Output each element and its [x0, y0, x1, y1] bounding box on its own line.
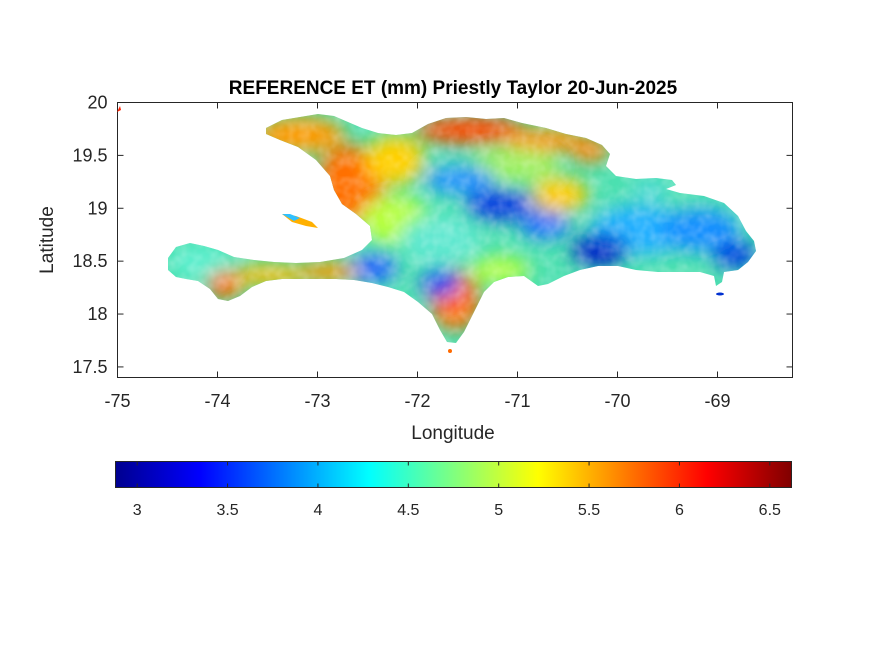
y-tick-label: 18.5	[72, 251, 107, 271]
x-tick-label: -69	[704, 391, 730, 411]
y-tick-label: 17.5	[72, 357, 107, 377]
island-beata	[448, 349, 452, 353]
colorbar-ticks: 3 3.5 4 4.5 5 5.5 6 6.5	[133, 461, 781, 519]
y-tick-label: 20	[87, 93, 107, 113]
y-axis-label: Latitude	[37, 206, 58, 274]
colorbar-tick-label: 3	[133, 502, 142, 519]
y-axis-ticks: 17.5 18 18.5 19 19.5 20	[72, 93, 793, 377]
colorbar-gradient	[115, 461, 792, 488]
colorbar-tick-label: 5	[494, 502, 503, 519]
x-axis-ticks: -75 -74 -73 -72 -71 -70 -69	[104, 102, 731, 411]
x-tick-label: -73	[304, 391, 330, 411]
island-saona	[716, 292, 724, 296]
colorbar-tick-label: 5.5	[578, 502, 600, 519]
x-axis-label: Longitude	[411, 423, 494, 444]
y-tick-label: 18	[87, 304, 107, 324]
colorbar: 3 3.5 4 4.5 5 5.5 6 6.5	[115, 461, 792, 519]
colorbar-tick-label: 4	[313, 502, 322, 519]
x-tick-label: -70	[604, 391, 630, 411]
colorbar-tick-label: 6.5	[759, 502, 781, 519]
colorbar-tick-label: 3.5	[216, 502, 238, 519]
x-tick-label: -74	[204, 391, 230, 411]
x-tick-label: -72	[404, 391, 430, 411]
y-tick-label: 19	[87, 198, 107, 218]
plot-title: REFERENCE ET (mm) Priestly Taylor 20-Jun…	[229, 78, 678, 99]
colorbar-tick-label: 4.5	[397, 502, 419, 519]
y-tick-label: 19.5	[72, 145, 107, 165]
colorbar-tick-label: 6	[675, 502, 684, 519]
corner-artifact	[117, 106, 121, 112]
x-tick-label: -71	[504, 391, 530, 411]
x-tick-label: -75	[104, 391, 130, 411]
island-gonave	[282, 214, 300, 221]
